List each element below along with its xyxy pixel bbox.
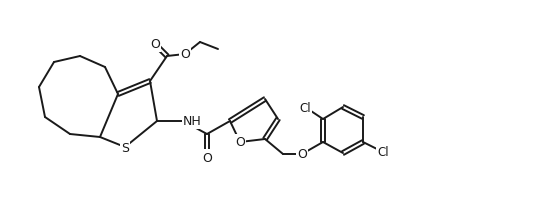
Text: Cl: Cl xyxy=(299,101,311,114)
Text: NH: NH xyxy=(183,115,202,128)
Text: O: O xyxy=(180,48,190,61)
Text: O: O xyxy=(150,38,160,51)
Text: Cl: Cl xyxy=(377,146,389,159)
Text: O: O xyxy=(202,151,212,164)
Text: O: O xyxy=(235,136,245,149)
Text: S: S xyxy=(121,141,129,154)
Text: O: O xyxy=(297,148,307,161)
